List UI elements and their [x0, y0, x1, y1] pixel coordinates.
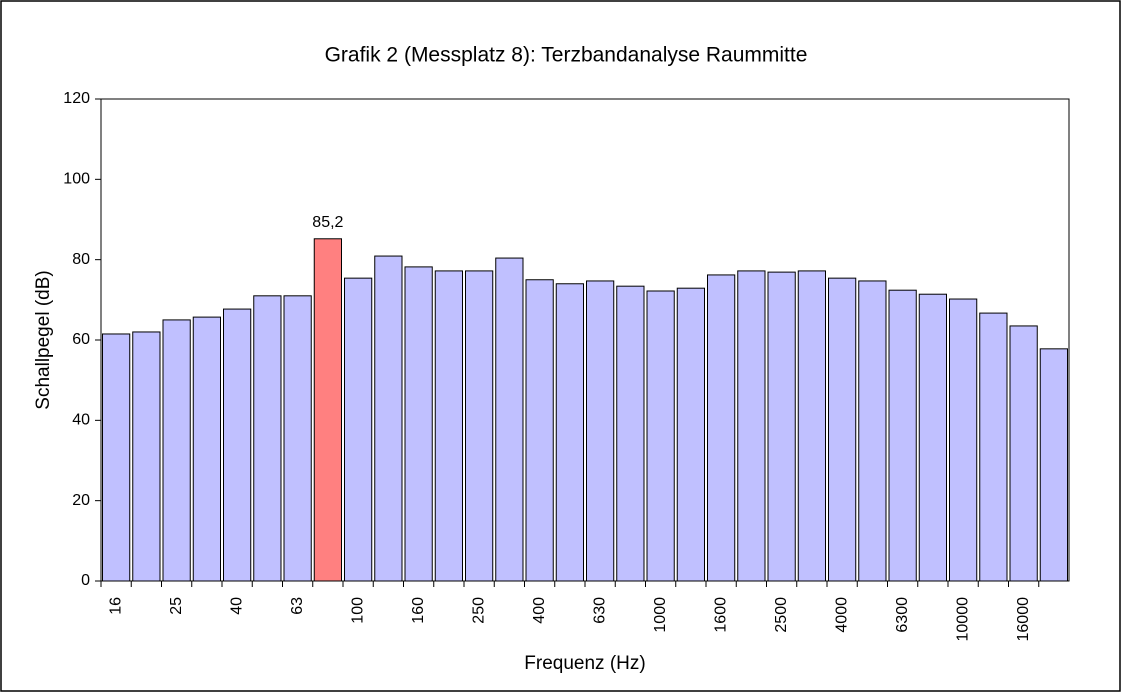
bar — [313, 238, 342, 582]
bar — [555, 283, 584, 582]
bar — [646, 290, 675, 582]
bar — [888, 289, 917, 582]
bar — [344, 277, 373, 582]
bar — [707, 274, 736, 582]
bar — [767, 271, 796, 582]
x-tick-label: 400 — [531, 597, 548, 624]
x-axis-title: Frequenz (Hz) — [524, 653, 645, 674]
x-tick-label: 1000 — [652, 597, 669, 633]
bar — [465, 270, 494, 582]
y-tick-label: 100 — [63, 171, 90, 188]
y-axis-title: Schallpegel (dB) — [33, 270, 54, 409]
bar — [162, 319, 191, 582]
bar — [586, 280, 615, 582]
y-tick-label: 0 — [81, 572, 90, 589]
x-tick-label: 4000 — [833, 597, 850, 633]
chart-title: Grafik 2 (Messplatz 8): Terzbandanalyse … — [325, 44, 808, 67]
y-tick-label: 60 — [72, 331, 90, 348]
bar — [1039, 348, 1068, 582]
bar — [525, 279, 554, 582]
bar — [434, 270, 463, 582]
x-tick-label: 630 — [591, 597, 608, 624]
bar — [404, 266, 433, 582]
x-tick-label: 16 — [107, 597, 124, 615]
bar — [797, 270, 826, 582]
bar — [132, 331, 161, 582]
bar — [949, 298, 978, 582]
x-tick-label: 16000 — [1015, 597, 1032, 642]
x-tick-label: 1600 — [712, 597, 729, 633]
bar — [858, 280, 887, 582]
bar — [918, 293, 947, 582]
x-tick-label: 63 — [289, 597, 306, 615]
bar — [737, 270, 766, 582]
bar — [253, 295, 282, 582]
x-tick-label: 25 — [168, 597, 185, 615]
y-tick-label: 40 — [72, 412, 90, 429]
bar — [223, 308, 252, 582]
x-tick-label: 250 — [470, 597, 487, 624]
value-label: 85,2 — [312, 214, 343, 231]
bar — [616, 285, 645, 582]
x-tick-label: 100 — [349, 597, 366, 624]
y-tick-label: 80 — [72, 251, 90, 268]
x-tick-label: 40 — [228, 597, 245, 615]
bar — [979, 312, 1008, 582]
bar — [676, 287, 705, 582]
y-tick-label: 120 — [63, 90, 90, 107]
y-tick-label: 20 — [72, 492, 90, 509]
x-tick-label: 6300 — [894, 597, 911, 633]
bar — [495, 257, 524, 582]
x-tick-label: 2500 — [773, 597, 790, 633]
bar — [102, 333, 131, 582]
bar — [828, 277, 857, 582]
x-tick-label: 160 — [410, 597, 427, 624]
bar — [1009, 325, 1038, 582]
bar — [192, 316, 221, 582]
bar — [374, 255, 403, 582]
x-tick-label: 10000 — [954, 597, 971, 642]
bar — [283, 295, 312, 582]
